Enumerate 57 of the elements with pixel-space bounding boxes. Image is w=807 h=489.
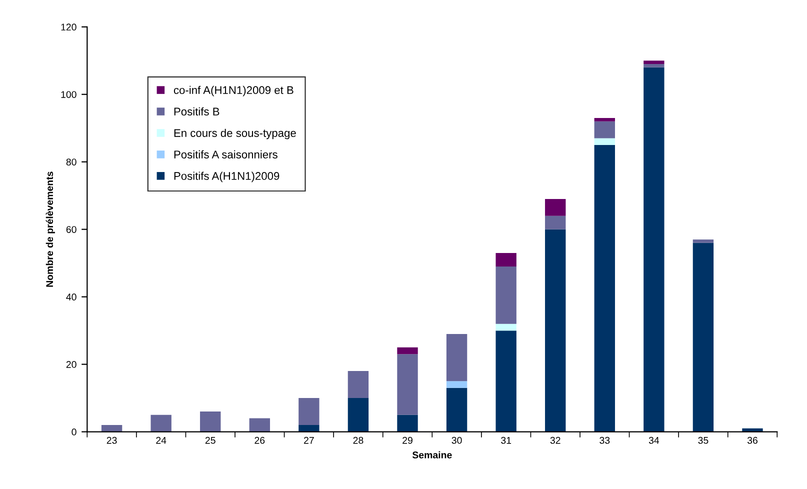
legend-label: Positifs B [174,107,220,116]
x-tick-label: 26 [254,436,265,444]
bar [545,198,566,216]
bar [200,412,221,432]
bar [249,418,270,432]
y-tick-label: 0 [72,428,76,436]
bar [496,330,516,432]
bar [397,414,418,432]
bar [545,216,566,230]
x-tick-label: 31 [501,436,512,444]
bar [496,252,516,266]
bar [594,118,615,122]
bar [496,266,516,324]
bar [594,121,615,138]
bar [644,67,664,432]
bar [397,354,418,415]
x-tick-label: 27 [304,436,314,444]
x-tick-label: 24 [156,436,166,444]
bar [692,239,714,243]
y-tick-label: 40 [66,294,76,300]
y-tick-label: 120 [61,24,76,31]
legend-label: Positifs A saisonniers [174,150,278,158]
y-tick-label: 60 [66,226,76,233]
bar [446,334,468,382]
x-tick-label: 29 [402,436,412,444]
bar [594,138,615,145]
y-tick-label: 20 [66,361,76,368]
bar [150,414,172,432]
x-tick-label: 36 [747,436,758,444]
bar [348,398,369,432]
legend-label: En cours de sous-typage [174,128,296,140]
bar [446,381,468,388]
bar [446,388,468,432]
legend-label: Positifs A(H1N1)2009 [174,172,280,182]
x-tick-label: 28 [353,436,364,444]
legend-label: co-inf A(H1N1)2009 et B [174,86,294,96]
x-tick-label: 25 [205,436,216,444]
x-axis-title: Semaine [412,451,452,458]
bar [496,324,516,331]
x-tick-label: 30 [452,436,462,444]
x-tick-label: 33 [600,436,610,444]
x-tick-label: 34 [648,436,660,444]
bar [644,64,664,68]
x-tick-label: 35 [698,436,708,444]
y-tick-label: 80 [66,158,76,166]
bar [692,242,714,432]
x-tick-label: 23 [106,436,117,444]
y-axis-title: Nombre de prélèvements [46,172,55,287]
bar [594,144,615,432]
bar [348,371,369,398]
bar [397,347,418,354]
bar [545,229,566,432]
bar [644,60,664,64]
x-tick-label: 32 [550,436,560,444]
y-tick-label: 100 [61,91,76,98]
bar [298,398,320,426]
bar [298,425,320,432]
